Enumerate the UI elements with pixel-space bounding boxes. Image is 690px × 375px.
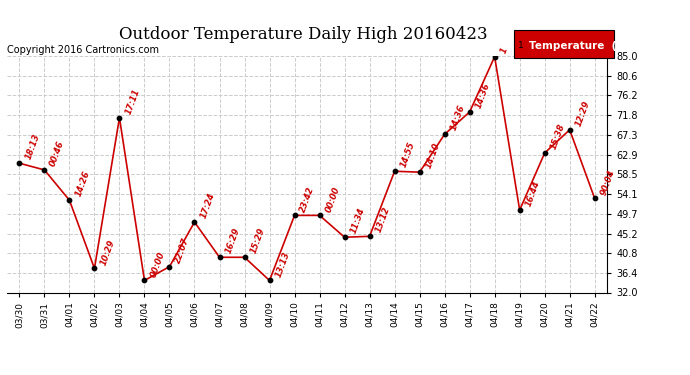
Text: 11:34: 11:34	[348, 207, 366, 235]
Point	[39, 167, 50, 173]
Point	[189, 219, 200, 225]
Point	[289, 212, 300, 218]
Text: 23:42: 23:42	[299, 185, 316, 213]
Point	[439, 131, 450, 137]
Text: 17:24: 17:24	[199, 192, 216, 220]
Text: Outdoor Temperature Daily High 20160423: Outdoor Temperature Daily High 20160423	[119, 26, 488, 43]
Point	[164, 264, 175, 270]
Text: 16:44: 16:44	[524, 180, 542, 208]
Text: 17:11: 17:11	[124, 87, 141, 116]
Text: 14:36: 14:36	[448, 104, 466, 132]
Text: 1: 1	[518, 41, 523, 50]
Point	[264, 278, 275, 284]
Point	[14, 160, 25, 166]
Point	[514, 207, 525, 213]
Point	[414, 169, 425, 175]
Point	[564, 127, 575, 133]
Point	[364, 233, 375, 239]
Point	[214, 254, 225, 260]
Point	[239, 254, 250, 260]
Text: 10:29: 10:29	[99, 238, 116, 266]
Text: 13:12: 13:12	[374, 206, 391, 234]
Point	[464, 109, 475, 115]
Point	[539, 150, 550, 156]
Text: 12:29: 12:29	[574, 99, 591, 128]
Text: 22:07: 22:07	[174, 236, 191, 264]
Point	[489, 54, 500, 60]
Text: 90:04: 90:04	[599, 168, 616, 196]
Text: 16:29: 16:29	[224, 227, 241, 255]
Text: Copyright 2016 Cartronics.com: Copyright 2016 Cartronics.com	[7, 45, 159, 55]
Text: 14:36: 14:36	[474, 81, 491, 110]
Point	[139, 278, 150, 284]
Point	[339, 234, 350, 240]
Text: 14:55: 14:55	[399, 141, 416, 169]
Point	[64, 197, 75, 203]
Text: Temperature  (°F): Temperature (°F)	[529, 40, 633, 51]
Text: 15:29: 15:29	[248, 227, 266, 255]
Text: 14:10: 14:10	[424, 142, 442, 170]
Text: 00:00: 00:00	[324, 185, 342, 213]
Text: 00:00: 00:00	[148, 250, 166, 278]
Point	[114, 115, 125, 121]
Text: 1: 1	[499, 46, 509, 54]
Text: 15:38: 15:38	[549, 123, 566, 151]
Text: 13:13: 13:13	[274, 250, 291, 278]
Text: 14:26: 14:26	[74, 170, 91, 198]
Point	[589, 195, 600, 201]
Text: 00:46: 00:46	[48, 140, 66, 168]
Point	[314, 212, 325, 218]
Text: 18:13: 18:13	[23, 133, 41, 161]
Point	[389, 168, 400, 174]
Point	[89, 266, 100, 272]
